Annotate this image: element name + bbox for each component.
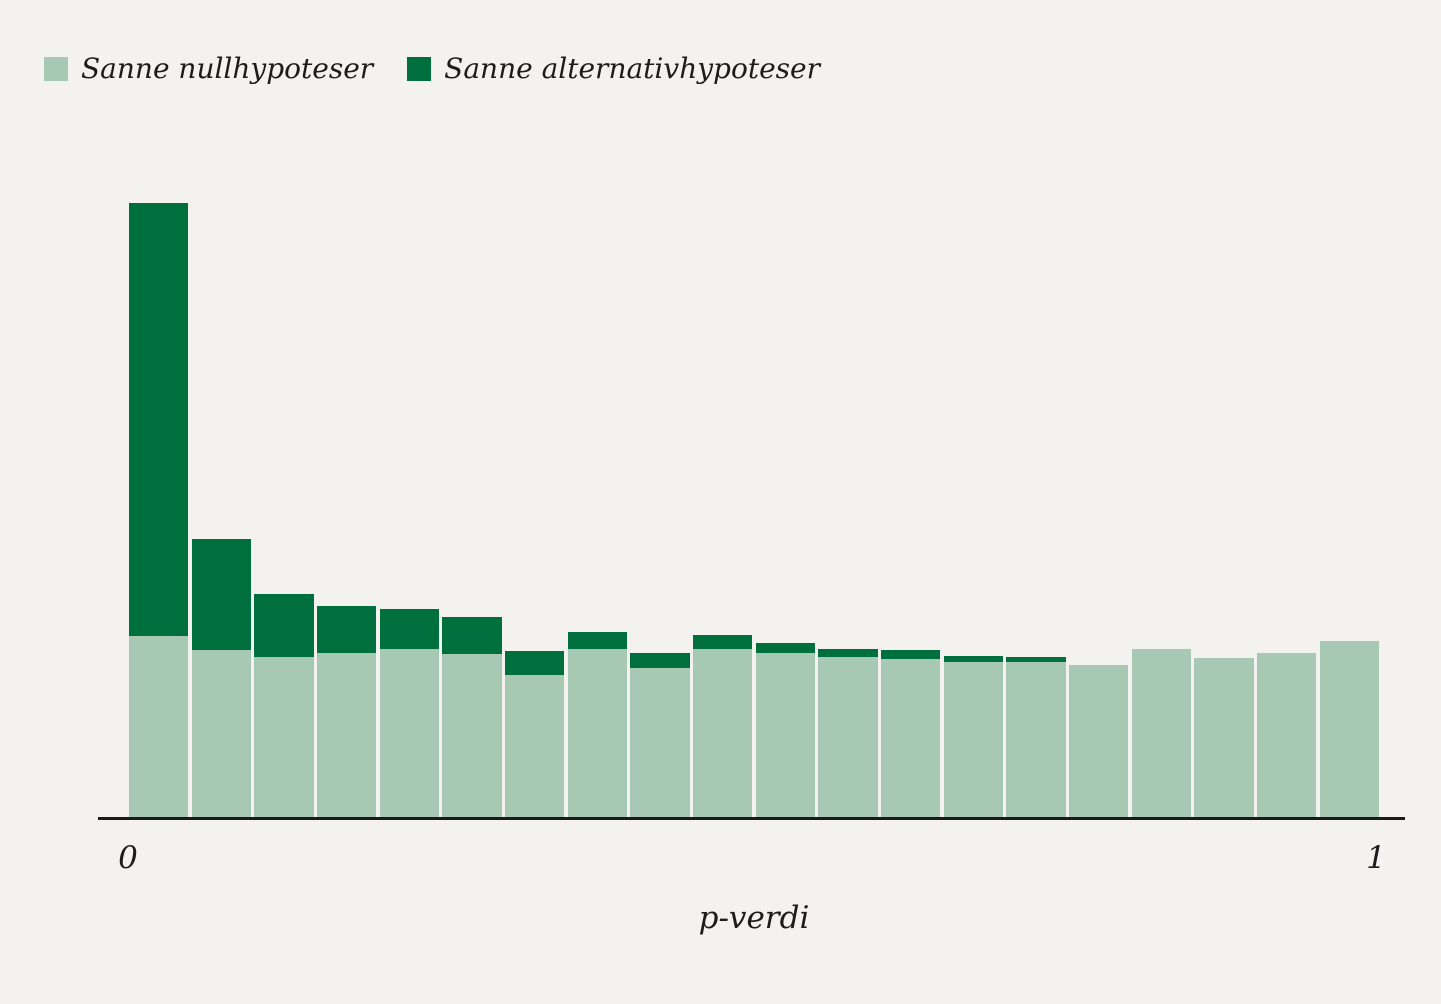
segment-null bbox=[317, 653, 377, 818]
segment-alternative bbox=[317, 606, 377, 653]
segment-alternative bbox=[379, 609, 439, 649]
segment-null bbox=[1319, 641, 1379, 818]
segment-null bbox=[1131, 649, 1191, 818]
segment-null bbox=[129, 636, 189, 818]
bar-bin-15 bbox=[1069, 665, 1129, 818]
segment-null bbox=[442, 654, 502, 818]
bar-bin-10 bbox=[755, 643, 815, 818]
segment-alternative bbox=[755, 643, 815, 653]
bar-bin-12 bbox=[881, 650, 941, 818]
x-axis-title: p-verdi bbox=[698, 900, 810, 936]
x-tick-label-0: 0 bbox=[118, 840, 138, 876]
segment-alternative bbox=[254, 594, 314, 657]
segment-null bbox=[1257, 653, 1317, 818]
legend-label-alternative: Sanne alternativhypoteser bbox=[444, 52, 820, 85]
bar-bin-11 bbox=[818, 649, 878, 818]
segment-alternative bbox=[442, 617, 502, 654]
segment-alternative bbox=[1006, 657, 1066, 662]
legend-swatch-null-icon bbox=[44, 56, 68, 81]
bar-bin-19 bbox=[1319, 641, 1379, 818]
bar-bin-0 bbox=[129, 203, 189, 818]
bars bbox=[129, 178, 1379, 818]
segment-null bbox=[1069, 665, 1129, 818]
bar-bin-5 bbox=[442, 617, 502, 818]
segment-null bbox=[881, 659, 941, 818]
bar-bin-6 bbox=[505, 651, 565, 818]
segment-alternative bbox=[881, 650, 941, 659]
segment-alternative bbox=[943, 656, 1003, 662]
segment-null bbox=[755, 653, 815, 818]
segment-null bbox=[1006, 662, 1066, 818]
bar-bin-13 bbox=[943, 656, 1003, 818]
bar-bin-18 bbox=[1257, 653, 1317, 818]
bar-bin-1 bbox=[191, 539, 251, 818]
segment-null bbox=[693, 649, 753, 818]
segment-null bbox=[567, 649, 627, 818]
segment-null bbox=[630, 668, 690, 818]
segment-alternative bbox=[567, 632, 627, 649]
bar-bin-2 bbox=[254, 594, 314, 818]
bar-bin-3 bbox=[317, 606, 377, 818]
bar-bin-4 bbox=[379, 609, 439, 818]
legend: Sanne nullhypoteser Sanne alternativhypo… bbox=[44, 52, 820, 85]
segment-alternative bbox=[818, 649, 878, 657]
x-axis-line bbox=[98, 817, 1405, 820]
segment-null bbox=[379, 649, 439, 818]
bar-bin-17 bbox=[1194, 658, 1254, 818]
x-tick-label-1: 1 bbox=[1366, 840, 1386, 876]
bar-bin-7 bbox=[567, 632, 627, 818]
legend-item-alternative-hypotheses: Sanne alternativhypoteser bbox=[407, 52, 820, 85]
segment-alternative bbox=[693, 635, 753, 649]
legend-label-null: Sanne nullhypoteser bbox=[81, 52, 374, 85]
segment-null bbox=[254, 657, 314, 818]
segment-null bbox=[505, 675, 565, 818]
segment-null bbox=[943, 662, 1003, 818]
bar-bin-9 bbox=[693, 635, 753, 818]
segment-alternative bbox=[191, 539, 251, 650]
segment-null bbox=[191, 650, 251, 818]
bar-bin-16 bbox=[1131, 649, 1191, 818]
segment-alternative bbox=[630, 653, 690, 668]
legend-swatch-alternative-icon bbox=[407, 56, 432, 81]
segment-alternative bbox=[129, 203, 189, 636]
bar-bin-14 bbox=[1006, 657, 1066, 818]
segment-null bbox=[1194, 658, 1254, 818]
legend-item-null-hypotheses: Sanne nullhypoteser bbox=[44, 52, 373, 85]
bar-bin-8 bbox=[630, 653, 690, 818]
segment-alternative bbox=[505, 651, 565, 675]
segment-null bbox=[818, 657, 878, 818]
